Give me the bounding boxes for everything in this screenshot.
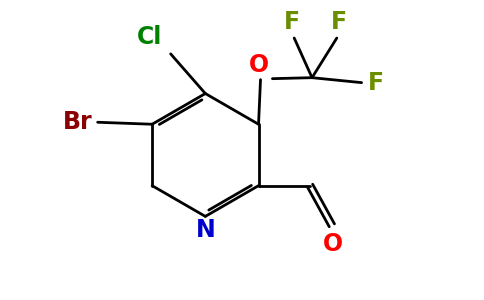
- Text: O: O: [248, 53, 269, 77]
- Text: N: N: [196, 218, 215, 242]
- Text: F: F: [367, 70, 384, 94]
- Text: Cl: Cl: [137, 25, 163, 49]
- Text: O: O: [323, 232, 343, 256]
- Text: F: F: [284, 10, 300, 34]
- Text: F: F: [331, 10, 347, 34]
- Text: Br: Br: [63, 110, 93, 134]
